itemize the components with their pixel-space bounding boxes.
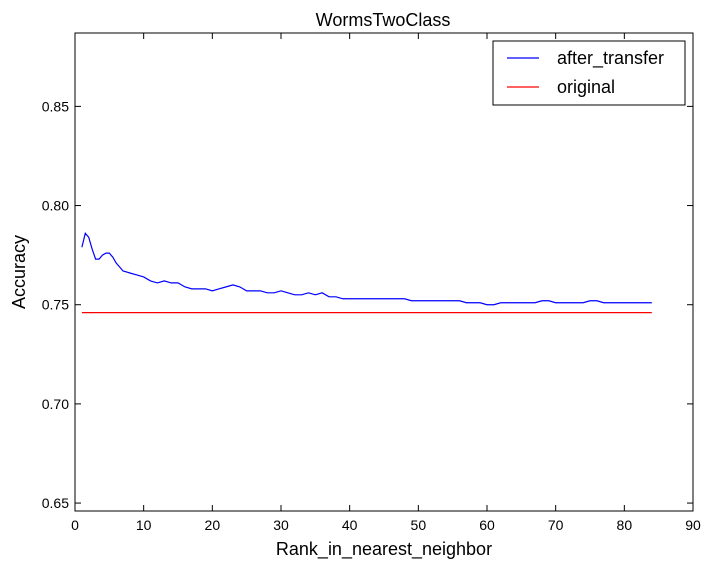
- y-tick-label: 0.85: [42, 98, 69, 114]
- series-layer: [81, 232, 652, 314]
- y-tick-label: 0.70: [42, 396, 69, 412]
- plot-frame: [74, 32, 694, 512]
- x-axis-label: Rank_in_nearest_neighbor: [276, 539, 492, 560]
- x-tick-label: 70: [548, 517, 564, 533]
- y-tick-label: 0.65: [42, 495, 69, 511]
- y-axis-label: Accuracy: [9, 235, 29, 309]
- x-tick-label: 30: [273, 517, 289, 533]
- y-tick-label: 0.75: [42, 297, 69, 313]
- series-line-after-transfer: [81, 232, 652, 306]
- x-tick-label: 20: [205, 517, 221, 533]
- x-tick-label: 60: [479, 517, 495, 533]
- chart-title: WormsTwoClass: [316, 10, 451, 30]
- ticks-layer: 0 10 20 30 40 50 60 70 80 90 0.65 0.70 0.75 0.80 0.85: [42, 33, 701, 533]
- x-tick-label: 10: [136, 517, 152, 533]
- x-tick-label: 50: [411, 517, 427, 533]
- legend-label-after-transfer: after_transfer: [557, 48, 664, 69]
- legend: after_transfer original: [492, 40, 686, 106]
- x-tick-label: 80: [617, 517, 633, 533]
- x-tick-label: 0: [71, 517, 79, 533]
- x-tick-label: 90: [685, 517, 701, 533]
- y-tick-label: 0.80: [42, 198, 69, 214]
- legend-label-original: original: [557, 77, 615, 97]
- x-tick-label: 40: [342, 517, 358, 533]
- legend-box: [492, 40, 686, 106]
